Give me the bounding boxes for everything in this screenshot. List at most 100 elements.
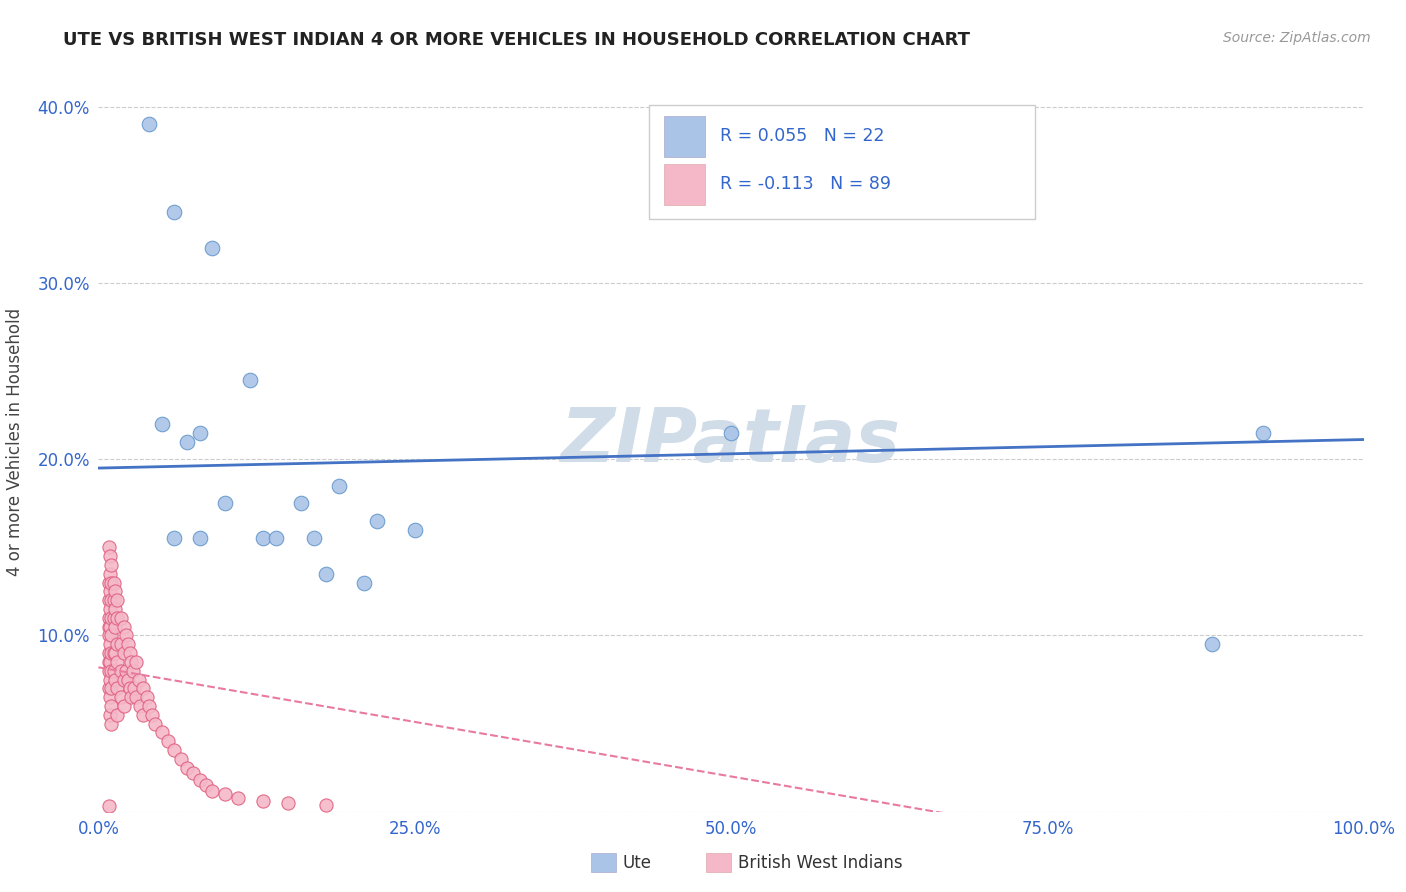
Point (188, 772, 211, 787)
Point (214, 496, 236, 510)
Point (277, 796, 299, 810)
Point (366, 514, 388, 528)
Point (121, 664, 143, 678)
Point (150, 725, 173, 739)
Point (100, 664, 122, 678)
Point (214, 787, 236, 801)
Point (115, 664, 138, 678)
Point (112, 673, 135, 687)
Point (201, 241, 224, 255)
Point (110, 690, 132, 705)
Point (157, 734, 180, 748)
Point (104, 584, 127, 599)
Point (290, 496, 312, 510)
Point (100, 681, 122, 696)
Point (100, 698, 122, 713)
Point (103, 646, 125, 660)
Point (176, 761, 198, 775)
Bar (664, 164, 704, 204)
Point (100, 716, 122, 731)
Point (107, 593, 129, 607)
Point (100, 611, 122, 625)
Point (98, 690, 121, 705)
Point (120, 655, 142, 669)
Point (97, 619, 120, 633)
Point (129, 698, 152, 713)
Point (252, 532, 274, 546)
Y-axis label: 4 or more Vehicles in Household: 4 or more Vehicles in Household (6, 308, 24, 575)
Text: ZIPatlas: ZIPatlas (561, 405, 901, 478)
Point (97, 575, 120, 590)
Point (239, 373, 262, 387)
Point (107, 611, 129, 625)
Point (98, 584, 121, 599)
Point (100, 558, 122, 572)
Point (98, 566, 121, 581)
Point (98, 602, 121, 616)
Point (163, 743, 186, 757)
Point (404, 523, 426, 537)
Text: Ute: Ute (623, 854, 652, 871)
Point (110, 664, 132, 678)
Point (97, 799, 120, 814)
Point (103, 664, 125, 678)
Point (98, 707, 121, 722)
Point (107, 707, 129, 722)
Point (163, 205, 186, 219)
Point (97, 541, 120, 555)
Point (115, 628, 138, 642)
Text: Source: ZipAtlas.com: Source: ZipAtlas.com (1223, 31, 1371, 45)
Point (145, 716, 166, 731)
Point (117, 673, 139, 687)
Point (188, 425, 211, 440)
Bar (664, 116, 704, 156)
Point (98, 673, 121, 687)
Point (117, 637, 139, 651)
Point (132, 707, 155, 722)
Point (163, 532, 186, 546)
Point (112, 698, 135, 713)
Point (120, 690, 142, 705)
Point (194, 778, 218, 792)
Point (97, 646, 120, 660)
Point (104, 602, 127, 616)
Point (104, 619, 127, 633)
Point (176, 434, 198, 449)
Point (107, 655, 129, 669)
Point (100, 575, 122, 590)
Point (100, 628, 122, 642)
Point (103, 611, 125, 625)
Point (112, 646, 135, 660)
Point (98, 619, 121, 633)
Text: R = -0.113   N = 89: R = -0.113 N = 89 (720, 175, 891, 194)
Point (120, 681, 141, 696)
Point (100, 646, 122, 660)
Point (720, 425, 742, 440)
Bar (648, 104, 1035, 219)
Text: R = 0.055   N = 22: R = 0.055 N = 22 (720, 128, 884, 145)
Point (252, 794, 274, 808)
Point (125, 690, 148, 705)
Point (97, 681, 120, 696)
Point (112, 619, 135, 633)
Point (110, 611, 132, 625)
Point (97, 628, 120, 642)
Point (169, 752, 191, 766)
Point (97, 611, 120, 625)
Point (141, 707, 163, 722)
Point (110, 637, 132, 651)
Point (201, 783, 224, 797)
Point (103, 575, 125, 590)
Point (302, 532, 325, 546)
Point (98, 549, 121, 563)
Point (97, 664, 120, 678)
Point (1201, 637, 1223, 651)
Point (103, 593, 125, 607)
Point (264, 532, 287, 546)
Point (104, 673, 127, 687)
Point (328, 478, 350, 492)
Point (315, 797, 337, 812)
Point (97, 593, 120, 607)
Point (98, 637, 121, 651)
Point (132, 681, 155, 696)
